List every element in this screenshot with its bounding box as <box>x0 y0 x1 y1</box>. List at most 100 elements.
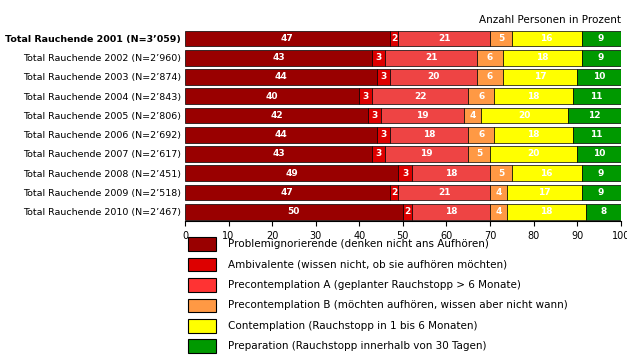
Bar <box>372 88 468 104</box>
FancyBboxPatch shape <box>188 339 216 353</box>
Text: 44: 44 <box>275 130 287 139</box>
Bar <box>581 165 621 181</box>
Text: 18: 18 <box>445 169 457 178</box>
Text: 9: 9 <box>598 188 604 197</box>
Text: 6: 6 <box>478 92 485 101</box>
Bar <box>507 204 586 220</box>
Bar <box>185 50 372 66</box>
Text: 17: 17 <box>534 72 546 81</box>
Bar <box>399 165 411 181</box>
Text: 3: 3 <box>402 169 408 178</box>
Text: 5: 5 <box>498 169 504 178</box>
Bar <box>377 127 390 143</box>
Text: 49: 49 <box>285 169 298 178</box>
Text: 9: 9 <box>598 53 604 62</box>
Text: 4: 4 <box>470 111 476 120</box>
Bar <box>512 31 581 46</box>
Text: 21: 21 <box>438 188 450 197</box>
Bar <box>468 88 494 104</box>
Bar <box>482 108 569 123</box>
Bar <box>185 88 359 104</box>
Bar <box>390 185 399 201</box>
Bar <box>185 127 377 143</box>
Bar <box>390 69 477 85</box>
Text: 20: 20 <box>519 111 531 120</box>
Text: 42: 42 <box>270 111 283 120</box>
Text: 19: 19 <box>416 111 429 120</box>
Bar <box>411 204 490 220</box>
Bar <box>386 50 477 66</box>
Bar <box>377 69 390 85</box>
Bar <box>185 69 377 85</box>
Text: 3: 3 <box>371 111 377 120</box>
Bar <box>386 146 468 162</box>
Bar <box>359 88 372 104</box>
Text: 20: 20 <box>427 72 440 81</box>
Bar <box>577 146 621 162</box>
Text: 10: 10 <box>593 149 605 158</box>
Bar <box>185 146 372 162</box>
Bar <box>390 127 468 143</box>
Bar <box>512 165 581 181</box>
Bar <box>581 50 621 66</box>
Bar <box>490 185 507 201</box>
Text: Problemignorierende (denken nicht ans Aufhören): Problemignorierende (denken nicht ans Au… <box>228 239 489 249</box>
Text: 16: 16 <box>540 169 553 178</box>
Bar <box>185 185 390 201</box>
Text: 18: 18 <box>527 130 540 139</box>
Text: 2: 2 <box>391 188 398 197</box>
Bar <box>468 127 494 143</box>
Bar <box>477 50 503 66</box>
Bar <box>490 31 512 46</box>
Text: Ambivalente (wissen nicht, ob sie aufhören möchten): Ambivalente (wissen nicht, ob sie aufhör… <box>228 260 507 270</box>
Bar <box>573 127 621 143</box>
Text: 18: 18 <box>527 92 540 101</box>
Bar <box>372 146 386 162</box>
FancyBboxPatch shape <box>188 238 216 251</box>
Text: 44: 44 <box>275 72 287 81</box>
Text: 3: 3 <box>376 149 382 158</box>
Text: Contemplation (Rauchstopp in 1 bis 6 Monaten): Contemplation (Rauchstopp in 1 bis 6 Mon… <box>228 321 478 331</box>
Text: 3: 3 <box>362 92 369 101</box>
Text: 3: 3 <box>380 72 386 81</box>
Text: 21: 21 <box>438 34 450 43</box>
Bar <box>411 165 490 181</box>
Text: 43: 43 <box>272 53 285 62</box>
Text: 18: 18 <box>536 53 549 62</box>
Bar <box>399 31 490 46</box>
Text: 17: 17 <box>538 188 551 197</box>
Bar <box>185 204 403 220</box>
Bar <box>503 69 577 85</box>
Bar <box>503 50 581 66</box>
Bar <box>185 31 390 46</box>
Bar <box>569 108 621 123</box>
Text: 11: 11 <box>591 92 603 101</box>
Bar <box>185 108 368 123</box>
Bar <box>185 165 399 181</box>
Text: 20: 20 <box>527 149 540 158</box>
Bar <box>372 50 386 66</box>
Text: 2: 2 <box>391 34 398 43</box>
Text: Precontemplation B (möchten aufhören, wissen aber nicht wann): Precontemplation B (möchten aufhören, wi… <box>228 300 568 310</box>
Text: 2: 2 <box>404 207 410 216</box>
FancyBboxPatch shape <box>188 299 216 312</box>
Text: 6: 6 <box>478 130 485 139</box>
Bar <box>494 88 573 104</box>
Bar <box>477 69 503 85</box>
Text: Precontemplation A (geplanter Rauchstopp > 6 Monate): Precontemplation A (geplanter Rauchstopp… <box>228 280 521 290</box>
Bar <box>490 204 507 220</box>
Text: 5: 5 <box>476 149 482 158</box>
Bar <box>390 31 399 46</box>
Text: 47: 47 <box>281 188 293 197</box>
Text: 5: 5 <box>498 34 504 43</box>
Bar <box>581 31 621 46</box>
Text: 3: 3 <box>380 130 386 139</box>
Text: 9: 9 <box>598 34 604 43</box>
Text: 47: 47 <box>281 34 293 43</box>
Text: 11: 11 <box>591 130 603 139</box>
Text: Anzahl Personen in Prozent: Anzahl Personen in Prozent <box>479 15 621 25</box>
Bar <box>507 185 581 201</box>
Text: Preparation (Rauchstopp innerhalb von 30 Tagen): Preparation (Rauchstopp innerhalb von 30… <box>228 341 487 351</box>
Text: 22: 22 <box>414 92 426 101</box>
Bar <box>399 185 490 201</box>
